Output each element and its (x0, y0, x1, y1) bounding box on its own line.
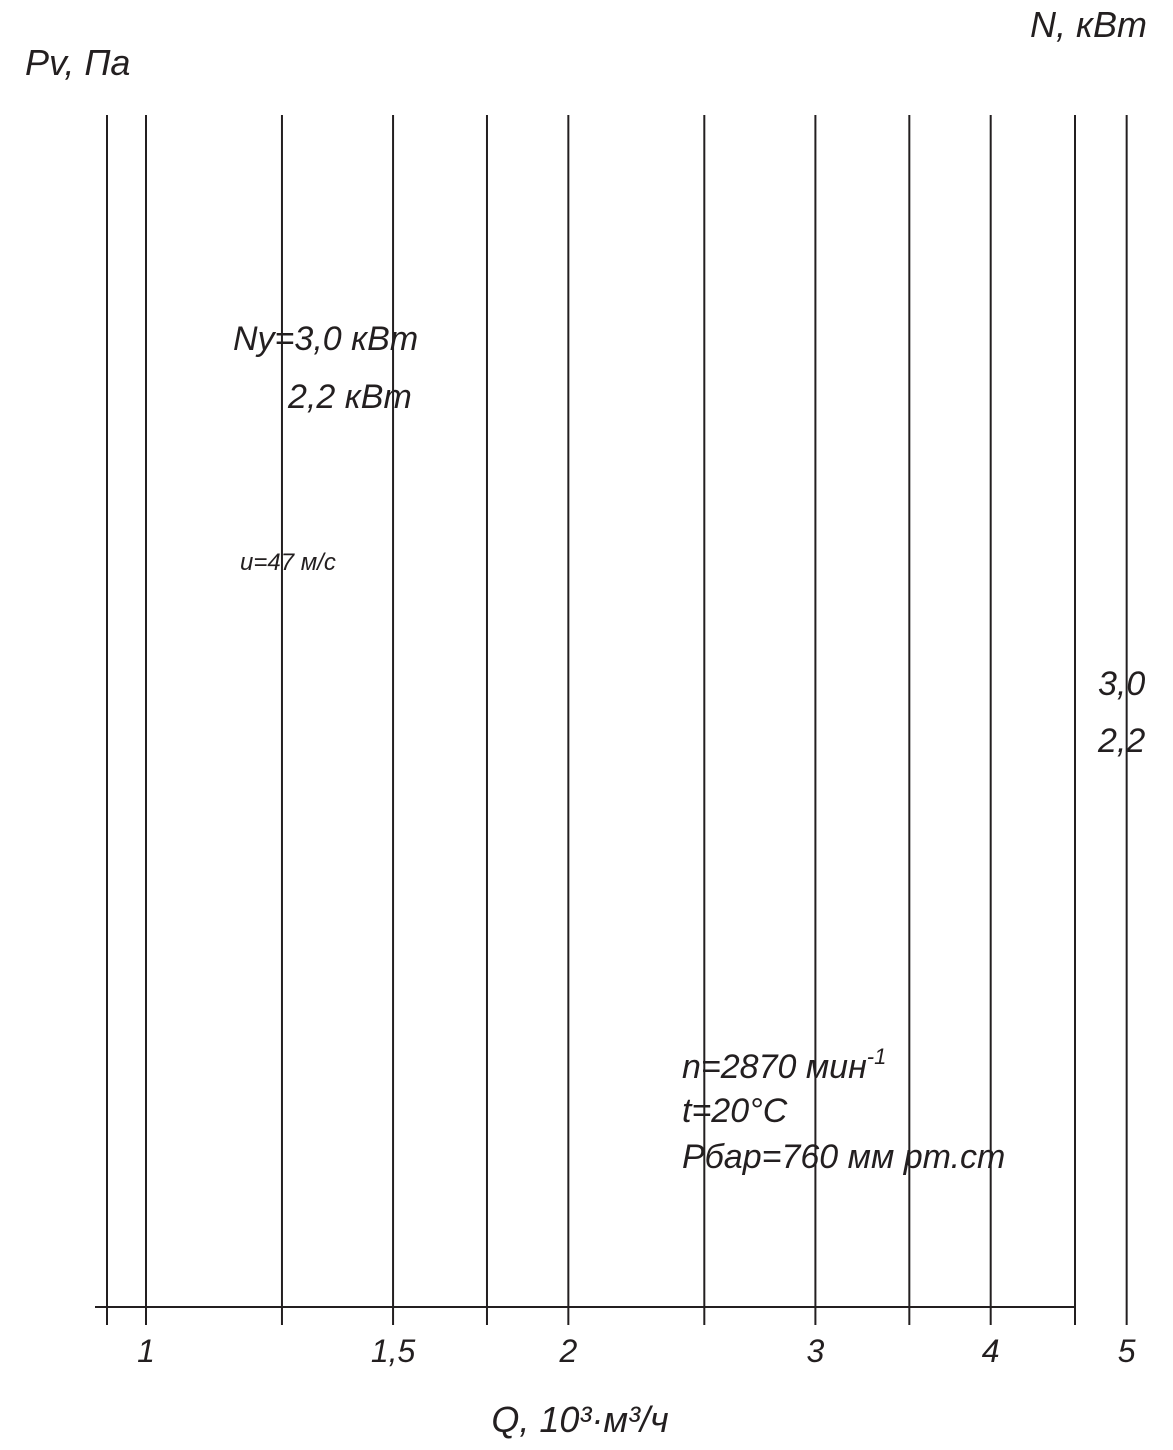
velocity-curve-label: u=47 м/с (240, 549, 336, 576)
power-curve-label-3kw: Ny=3,0 кВт (233, 320, 418, 358)
x-tick-label: 2 (558, 1333, 577, 1369)
x-tick-label: 5 (1118, 1333, 1136, 1369)
label-layer: Pv, Па N, кВт Q, 10³·м³/ч Ny=3,0 кВт 2,2… (25, 4, 1147, 1440)
power-value-3kw: 3,0 (1098, 665, 1145, 703)
note-rpm: n=2870 мин-1 (682, 1044, 886, 1086)
note-rpm-exponent: -1 (867, 1044, 887, 1069)
y-axis-title: Pv, Па (25, 42, 130, 83)
power-value-2kw: 2,2 (1097, 722, 1145, 760)
power-curve-label-2kw: 2,2 кВт (287, 378, 412, 416)
note-rpm-text: n=2870 мин (682, 1048, 867, 1086)
x-axis-title: Q, 10³·м³/ч (491, 1399, 668, 1440)
note-pressure: Рбар=760 мм рт.ст (682, 1138, 1005, 1176)
x-tick-label: 4 (982, 1333, 1000, 1369)
x-tick-label: 3 (807, 1333, 825, 1369)
note-temperature: t=20°C (682, 1092, 788, 1130)
grid-layer (95, 115, 1128, 1325)
x-tick-label: 1 (137, 1333, 155, 1369)
y2-axis-title: N, кВт (1030, 4, 1147, 45)
x-tick-label: 1,5 (371, 1333, 416, 1369)
